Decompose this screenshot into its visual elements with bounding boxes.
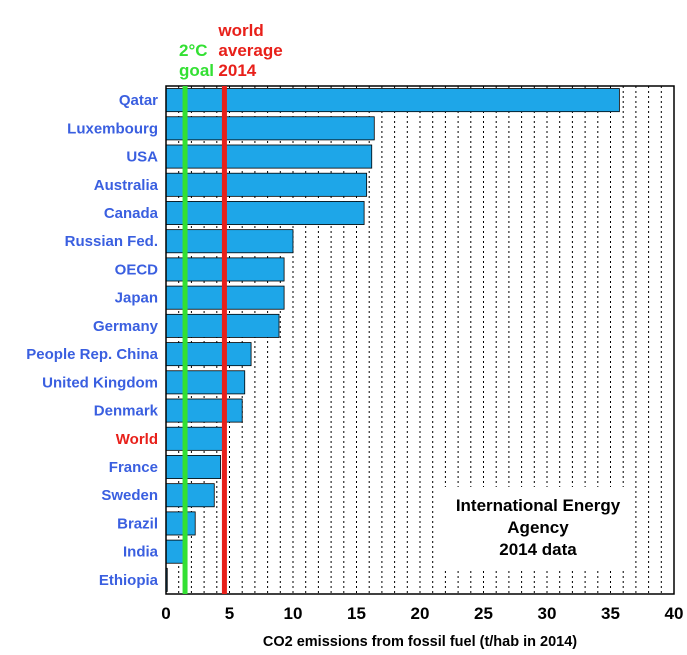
annotation-background	[437, 487, 635, 569]
x-tick-label: 25	[474, 604, 493, 623]
category-label: Germany	[93, 318, 159, 335]
category-label: Russian Fed.	[65, 233, 158, 250]
bar	[165, 483, 215, 508]
bar	[165, 144, 373, 169]
category-label: Japan	[115, 290, 158, 307]
bar	[165, 172, 368, 197]
category-label: People Rep. China	[26, 346, 158, 363]
bar	[165, 342, 252, 367]
x-axis-title: CO2 emissions from fossil fuel (t/hab in…	[263, 634, 577, 650]
category-label: Qatar	[119, 92, 158, 109]
x-tick-label: 20	[411, 604, 430, 623]
category-label: Luxembourg	[67, 120, 158, 137]
annotation-line-2: Agency	[507, 518, 569, 537]
category-label: United Kingdom	[42, 374, 158, 391]
category-label: France	[109, 459, 158, 476]
category-label: Denmark	[94, 403, 159, 420]
bar	[165, 116, 375, 141]
category-label: USA	[126, 149, 158, 166]
annotation-line-3: 2014 data	[499, 540, 577, 559]
bar	[165, 370, 246, 395]
annotation-line-1: International Energy	[456, 496, 621, 515]
category-label: Australia	[94, 177, 159, 194]
x-tick-label: 30	[538, 604, 557, 623]
reference-line-label: world	[217, 21, 263, 40]
x-tick-label: 5	[225, 604, 234, 623]
bar	[165, 511, 196, 536]
x-tick-label: 0	[161, 604, 170, 623]
reference-line-label: 2°C	[179, 41, 208, 60]
annotation-box: International Energy Agency 2014 data	[437, 487, 635, 569]
category-label: OECD	[115, 261, 159, 278]
bar	[165, 88, 620, 113]
category-label: Canada	[104, 205, 159, 222]
category-label: World	[116, 431, 158, 448]
x-tick-label: 35	[601, 604, 620, 623]
x-tick-label: 15	[347, 604, 366, 623]
category-label: India	[123, 544, 159, 561]
x-tick-label: 40	[665, 604, 684, 623]
reference-line-label: 2014	[218, 61, 256, 80]
plot-frame	[165, 85, 675, 595]
reference-line-label: goal	[179, 61, 214, 80]
x-axis-ticks: 0 5 10 15 20 25 30 35 40	[161, 604, 683, 623]
bar	[165, 398, 243, 423]
category-label: Ethiopia	[99, 572, 159, 589]
bar	[165, 426, 224, 451]
bar	[165, 201, 365, 225]
category-labels: Qatar Luxembourg USA Australia Canada Russian…	[26, 92, 158, 589]
reference-line-label: average	[218, 41, 282, 60]
category-label: Brazil	[117, 515, 158, 532]
category-label: Sweden	[101, 487, 158, 504]
x-tick-label: 10	[284, 604, 303, 623]
bar	[165, 455, 222, 479]
